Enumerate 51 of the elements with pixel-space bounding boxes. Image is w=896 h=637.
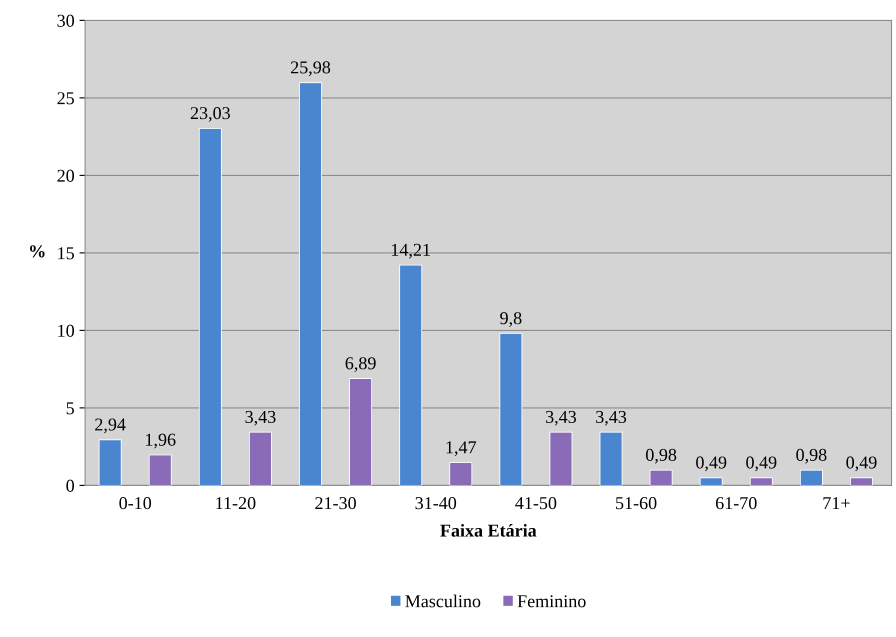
x-axis-title: Faixa Etária: [440, 524, 536, 537]
data-label: 1,96: [146, 434, 176, 448]
data-label: 0,49: [696, 456, 726, 472]
x-tick-label: 41-50: [515, 497, 556, 510]
bar: [148, 454, 172, 486]
legend-label: Feminino: [518, 595, 586, 608]
bar: [600, 432, 622, 486]
bar: [750, 477, 773, 486]
x-tick-label: 31-40: [416, 497, 456, 510]
y-tick-label: 10: [58, 324, 74, 337]
data-label: 1,47: [446, 441, 476, 456]
y-axis-title: %: [30, 245, 45, 258]
data-label: 23,03: [190, 107, 230, 122]
y-tick-label: 15: [58, 247, 74, 260]
data-label: 0,98: [646, 448, 676, 464]
y-tick-label: 25: [57, 92, 74, 104]
y-tick-label: 20: [57, 170, 74, 182]
bar: [449, 462, 472, 486]
data-label: 0,49: [846, 456, 877, 472]
data-label: 3,43: [245, 410, 276, 426]
bar: [550, 432, 572, 486]
y-tick-label: 0: [66, 480, 74, 492]
bar: [850, 477, 873, 486]
x-tick-label: 61-70: [716, 497, 757, 510]
x-tick-label: 51-60: [616, 497, 656, 510]
bar: [98, 439, 122, 486]
y-tick-label: 5: [66, 402, 74, 414]
data-label: 25,98: [290, 61, 330, 76]
x-tick-label: 11-20: [216, 497, 256, 510]
bar: [499, 333, 522, 486]
bar: [299, 82, 322, 486]
bar: [800, 470, 823, 486]
bar: [349, 378, 372, 486]
data-label: 0,49: [746, 456, 776, 472]
x-tick-label: 21-30: [315, 497, 356, 510]
data-label: 3,43: [596, 410, 626, 426]
y-tick-label: 30: [58, 14, 74, 27]
bar: [198, 128, 222, 486]
data-label: 3,43: [546, 410, 576, 426]
legend-label: Masculino: [405, 594, 480, 608]
bar: [700, 477, 723, 486]
data-label: 2,94: [95, 418, 126, 434]
data-label: 0,98: [796, 448, 826, 464]
data-label: 14,21: [392, 244, 430, 259]
bar: [650, 470, 673, 486]
bar: [399, 264, 422, 486]
x-tick-label: 0-10: [119, 497, 152, 510]
x-tick-label: 71+: [823, 497, 850, 510]
data-label: 6,89: [346, 357, 376, 372]
bar: [248, 432, 272, 486]
data-label: 9,8: [500, 312, 522, 327]
